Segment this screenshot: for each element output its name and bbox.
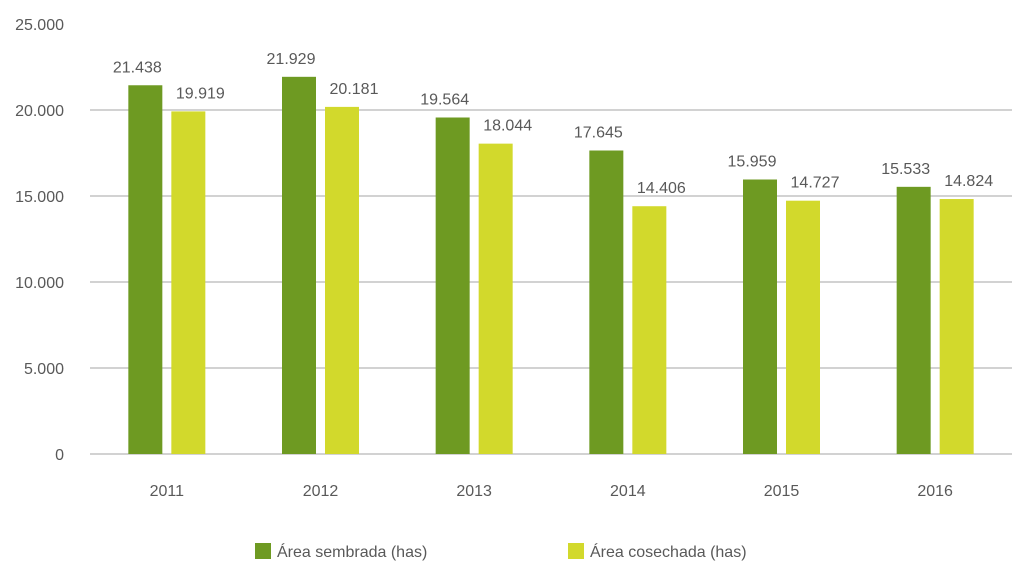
- legend-swatch-2: [568, 543, 584, 559]
- data-label-series-1-2011: 21.438: [113, 59, 162, 76]
- bar-series-2-2015: [786, 200, 820, 454]
- data-label-series-2-2012: 20.181: [330, 81, 379, 98]
- bar-series-2-2014: [632, 206, 667, 454]
- gridlines: [90, 109, 1012, 369]
- x-tick-label: 2015: [764, 483, 800, 500]
- bar-series-1-2013: [435, 117, 470, 454]
- x-tick-label: 2014: [610, 483, 646, 500]
- data-label-series-2-2014: 14.406: [637, 180, 686, 197]
- x-tick-label: 2013: [456, 483, 492, 500]
- bar-series-1-2012: [282, 76, 316, 454]
- y-tick-label: 5.000: [24, 361, 64, 378]
- bar-series-2-2013: [478, 143, 513, 455]
- axes: 0 5.000 10.000 15.000 20.000 25.000 2011 2012 20…: [15, 17, 1012, 500]
- data-label-series-1-2014: 17.645: [574, 125, 623, 142]
- y-tick-label: 0: [55, 447, 64, 464]
- bars: [128, 76, 974, 455]
- legend-swatch-1: [255, 543, 271, 559]
- legend: Área sembrada (has) Área cosechada (has): [255, 542, 747, 561]
- bar-series-1-2015: [743, 179, 777, 455]
- legend-label-1: Área sembrada (has): [277, 542, 427, 561]
- data-labels: 21.438 19.919 21.929 20.181 19.564 18.044 17.6…: [113, 51, 993, 197]
- y-tick-label: 10.000: [15, 275, 64, 292]
- data-label-series-1-2013: 19.564: [420, 91, 469, 108]
- y-tick-label: 20.000: [15, 103, 64, 120]
- data-label-series-1-2016: 15.533: [881, 161, 930, 178]
- x-tick-label: 2011: [150, 483, 185, 500]
- bar-series-2-2012: [325, 106, 359, 454]
- bar-series-1-2014: [589, 150, 624, 455]
- bar-series-1-2011: [128, 85, 163, 454]
- data-label-series-1-2012: 21.929: [267, 51, 316, 68]
- y-tick-label: 25.000: [15, 17, 64, 34]
- data-label-series-2-2016: 14.824: [944, 173, 993, 190]
- x-tick-label: 2012: [303, 483, 339, 500]
- data-label-series-1-2015: 15.959: [728, 154, 777, 171]
- y-tick-label: 15.000: [15, 189, 64, 206]
- bar-series-2-2011: [171, 111, 206, 455]
- bar-series-2-2016: [939, 199, 974, 454]
- bar-series-1-2016: [896, 186, 931, 454]
- data-label-series-2-2015: 14.727: [791, 175, 840, 192]
- legend-label-2: Área cosechada (has): [590, 542, 747, 561]
- data-label-series-2-2013: 18.044: [483, 118, 532, 135]
- x-tick-label: 2016: [917, 483, 953, 500]
- data-label-series-2-2011: 19.919: [176, 85, 225, 102]
